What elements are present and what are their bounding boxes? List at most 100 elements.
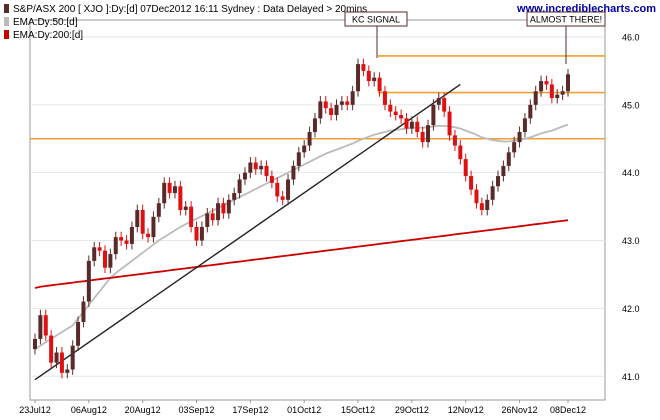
legend-ema50-swatch [4, 17, 9, 26]
candle-body [302, 145, 307, 153]
trendline [34, 83, 461, 381]
candle [275, 177, 280, 202]
candle [135, 204, 140, 233]
almost-there-annotation: ALMOST THERE! [526, 11, 606, 64]
candle [431, 99, 436, 131]
candle-body [156, 203, 161, 217]
candle [350, 85, 355, 111]
candle [183, 201, 188, 216]
candle-body [339, 101, 344, 105]
y-axis-labels: 41.0 42.0 43.0 44.0 45.0 46.0 [622, 32, 640, 381]
candle-body [210, 213, 215, 221]
candle-body [269, 176, 274, 183]
candle-body [232, 193, 237, 200]
candle-body [43, 315, 48, 336]
candle-body [474, 189, 479, 204]
candle [248, 157, 253, 179]
candle [59, 347, 64, 379]
candle [490, 180, 495, 206]
candle [264, 160, 269, 182]
candle-body [253, 162, 258, 170]
candle-body [259, 165, 264, 170]
x-tick-label: 17Sep12 [232, 405, 268, 415]
candle-body [415, 121, 420, 132]
candle-body [242, 172, 247, 180]
candle-body [194, 226, 199, 241]
candle [286, 174, 291, 206]
legend-ema50-label: EMA:Dy:50:[d] [13, 17, 78, 28]
candle [226, 194, 231, 219]
x-axis-labels: 23Jul12 06Aug12 20Aug12 03Sep12 17Sep12 01Oct… [19, 400, 586, 415]
candle [151, 211, 156, 243]
candle-body [59, 352, 64, 373]
plot-frame [29, 19, 606, 401]
candle [447, 106, 452, 141]
candle [566, 68, 570, 97]
candle [409, 116, 414, 134]
candle-body [485, 199, 490, 210]
candle-body [350, 91, 355, 105]
candle [420, 126, 425, 148]
candle [86, 255, 91, 308]
candle [361, 58, 366, 77]
candle-body [431, 104, 436, 126]
candle-body [291, 165, 296, 180]
candle-body [119, 237, 124, 241]
candle-body [555, 94, 560, 99]
candle-body [323, 101, 328, 109]
candle-body [522, 118, 527, 132]
x-tick-label: 26Nov12 [502, 405, 538, 415]
kc-signal-annotation: KC SIGNAL [344, 11, 408, 58]
candle-body [70, 345, 75, 370]
candle [496, 170, 501, 192]
candle-body [264, 165, 269, 177]
candle [399, 109, 404, 124]
candle [307, 126, 312, 151]
candle-body [334, 104, 339, 115]
candle-body [312, 118, 317, 132]
y-tick-label: 46.0 [622, 32, 640, 42]
candle [544, 75, 549, 90]
candle [458, 140, 463, 165]
moving-averages [34, 123, 569, 350]
candle [549, 79, 554, 104]
candle-body [146, 233, 151, 238]
candle-body [458, 145, 463, 160]
kc-signal-label: KC SIGNAL [352, 15, 400, 25]
candle-body [189, 206, 194, 227]
candle-body [135, 210, 140, 227]
candle-body [366, 70, 371, 82]
chart-title: S&P/ASX 200 [ XJO ]:Dy:[d] 07Dec2012 16:… [13, 4, 367, 15]
y-tick-label: 42.0 [622, 304, 640, 314]
candle [146, 228, 151, 243]
candle [329, 102, 334, 121]
candle [474, 184, 479, 209]
candle-body [436, 98, 441, 105]
candle [377, 72, 382, 97]
candle-body [248, 162, 253, 173]
candle-body [221, 203, 226, 214]
candle-body [33, 338, 37, 350]
candle-body [388, 104, 393, 112]
candle-body [372, 77, 377, 82]
candle [81, 296, 86, 328]
candle-body [167, 182, 172, 194]
candle-body [54, 352, 59, 363]
candle-body [129, 226, 134, 244]
candle [512, 136, 517, 158]
candle-body [205, 213, 210, 227]
candle [366, 65, 371, 87]
candle-body [345, 101, 350, 105]
x-tick-label: 08Dec12 [550, 405, 586, 415]
horizontal-resistance-lines [30, 55, 605, 140]
candle [162, 177, 167, 209]
x-tick-label: 15Oct12 [341, 405, 375, 415]
candle [291, 160, 296, 185]
candle-body [76, 321, 81, 346]
candle-body [183, 206, 188, 210]
candle-body [442, 98, 447, 112]
candle-body [377, 77, 382, 92]
candle-body [426, 125, 431, 143]
candle-body [490, 186, 495, 200]
candle-body [356, 64, 361, 92]
